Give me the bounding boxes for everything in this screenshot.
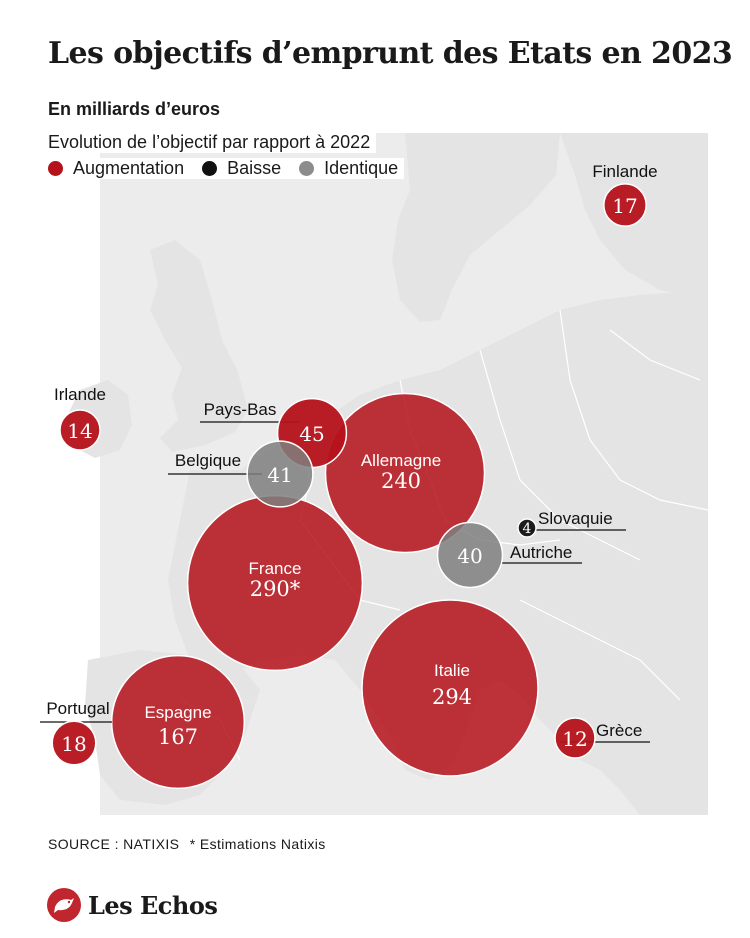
country-label-france: France	[249, 559, 302, 578]
value-label-autriche: 40	[457, 544, 482, 568]
logo-text: Les Echos	[88, 890, 218, 920]
value-label-irlande: 14	[67, 419, 92, 443]
legend-swatch-identique	[299, 161, 315, 176]
bubble-group-finlande: Finlande 17	[592, 162, 658, 227]
legend-item-baisse: Baisse	[202, 158, 281, 179]
bubble-belgique[interactable]	[246, 440, 314, 508]
footer: SOURCE : NATIXIS * Estimations Natixis	[48, 836, 332, 852]
country-label-allemagne: Allemagne	[361, 451, 441, 470]
les-echos-rooster-icon	[47, 888, 81, 922]
country-label-irlande: Irlande	[54, 385, 106, 404]
bubble-group-slovaquie: Slovaquie 4	[517, 509, 626, 538]
legend-item-identique: Identique	[299, 158, 398, 179]
value-label-finlande: 17	[612, 194, 637, 218]
country-label-portugal: Portugal	[46, 699, 109, 718]
legend-label-identique: Identique	[324, 158, 399, 178]
brand-logo[interactable]: Les Echos	[47, 888, 218, 922]
estimation-note: * Estimations Natixis	[189, 836, 326, 852]
legend: Augmentation Baisse Identique	[46, 158, 405, 179]
legend-label-baisse: Baisse	[227, 158, 282, 178]
legend-swatch-augmentation	[48, 161, 63, 176]
source-text: SOURCE : NATIXIS	[48, 836, 180, 852]
value-label-slovaquie: 4	[523, 521, 532, 537]
country-label-pays-bas: Pays-Bas	[204, 400, 277, 419]
value-label-belgique: 41	[267, 463, 292, 487]
chart-title: Les objectifs d’emprunt des Etats en 202…	[48, 36, 733, 71]
bubble-allemagne[interactable]	[324, 392, 486, 554]
bubble-group-italie: Italie 294	[361, 599, 539, 777]
bubble-grece[interactable]	[554, 717, 596, 759]
country-label-grece: Grèce	[596, 721, 642, 740]
bubble-group-grece: Grèce 12	[554, 717, 650, 759]
bubble-group-portugal: Portugal 18	[40, 699, 112, 766]
chart-subtitle: En milliards d’euros	[48, 99, 221, 119]
country-label-slovaquie: Slovaquie	[538, 509, 613, 528]
bubble-finlande[interactable]	[603, 183, 647, 227]
value-label-france: 290*	[250, 577, 301, 601]
bubble-layer: Italie294France290*Allemagne240Espagne16…	[40, 162, 658, 790]
bubble-italie[interactable]	[361, 599, 539, 777]
bubble-irlande[interactable]	[59, 409, 101, 451]
legend-item-augmentation: Augmentation	[48, 158, 184, 179]
bubble-autriche[interactable]	[436, 521, 504, 589]
country-label-espagne: Espagne	[144, 703, 211, 722]
value-label-espagne: 167	[158, 725, 198, 749]
legend-swatch-baisse	[202, 161, 218, 176]
value-label-pays-bas: 45	[299, 422, 324, 446]
country-label-finlande: Finlande	[592, 162, 657, 181]
value-label-italie: 294	[432, 685, 472, 709]
country-label-italie: Italie	[434, 661, 470, 680]
country-label-autriche: Autriche	[510, 543, 572, 562]
bubble-espagne[interactable]	[110, 654, 246, 790]
bubble-group-autriche: Autriche 40	[436, 521, 582, 589]
value-label-grece: 12	[562, 727, 587, 751]
legend-title: Evolution de l’objectif par rapport à 20…	[48, 132, 377, 153]
bubble-group-irlande: Irlande 14	[54, 385, 106, 451]
legend-label-augmentation: Augmentation	[73, 158, 185, 178]
bubble-group-espagne: Espagne 167	[110, 654, 246, 790]
bubble-group-belgique: Belgique 41	[168, 440, 314, 508]
bubble-slovaquie[interactable]	[517, 518, 537, 538]
value-label-portugal: 18	[61, 732, 86, 756]
value-label-allemagne: 240	[381, 469, 421, 493]
bubble-portugal[interactable]	[51, 720, 97, 766]
country-label-belgique: Belgique	[175, 451, 241, 470]
